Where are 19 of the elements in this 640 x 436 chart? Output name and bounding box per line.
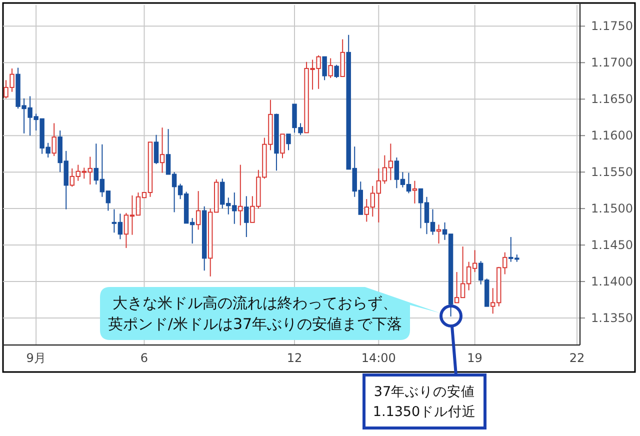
x-tick-label: 6 — [140, 351, 148, 365]
x-tick-label: 19 — [467, 351, 482, 365]
y-tick-label: 1.1700 — [591, 56, 633, 70]
y-tick-label: 1.1650 — [591, 92, 633, 106]
annotation: 大きな米ドル高の流れは終わっておらず、 — [112, 294, 398, 312]
x-tick-label: 14:00 — [361, 351, 396, 365]
x-tick-label: 12 — [286, 351, 302, 365]
text: 1.1350ドル付近 — [372, 404, 476, 420]
y-tick-label: 1.1750 — [591, 19, 633, 34]
y-tick-label: 1.1500 — [591, 202, 633, 216]
x-tick-label: 9月 — [26, 351, 46, 365]
y-tick-label: 1.1350 — [591, 311, 633, 326]
y-tick-label: 1.1450 — [591, 238, 633, 252]
x-tick-label: 22 — [569, 351, 585, 365]
text: 37年ぶりの安値 — [374, 384, 476, 400]
y-tick-label: 1.1400 — [591, 274, 633, 289]
y-tick-label: 1.1550 — [591, 165, 633, 180]
y-tick-label: 1.1600 — [591, 128, 633, 143]
annotation: 英ポンド/米ドルは37年ぶりの安値まで下落 — [108, 314, 402, 333]
